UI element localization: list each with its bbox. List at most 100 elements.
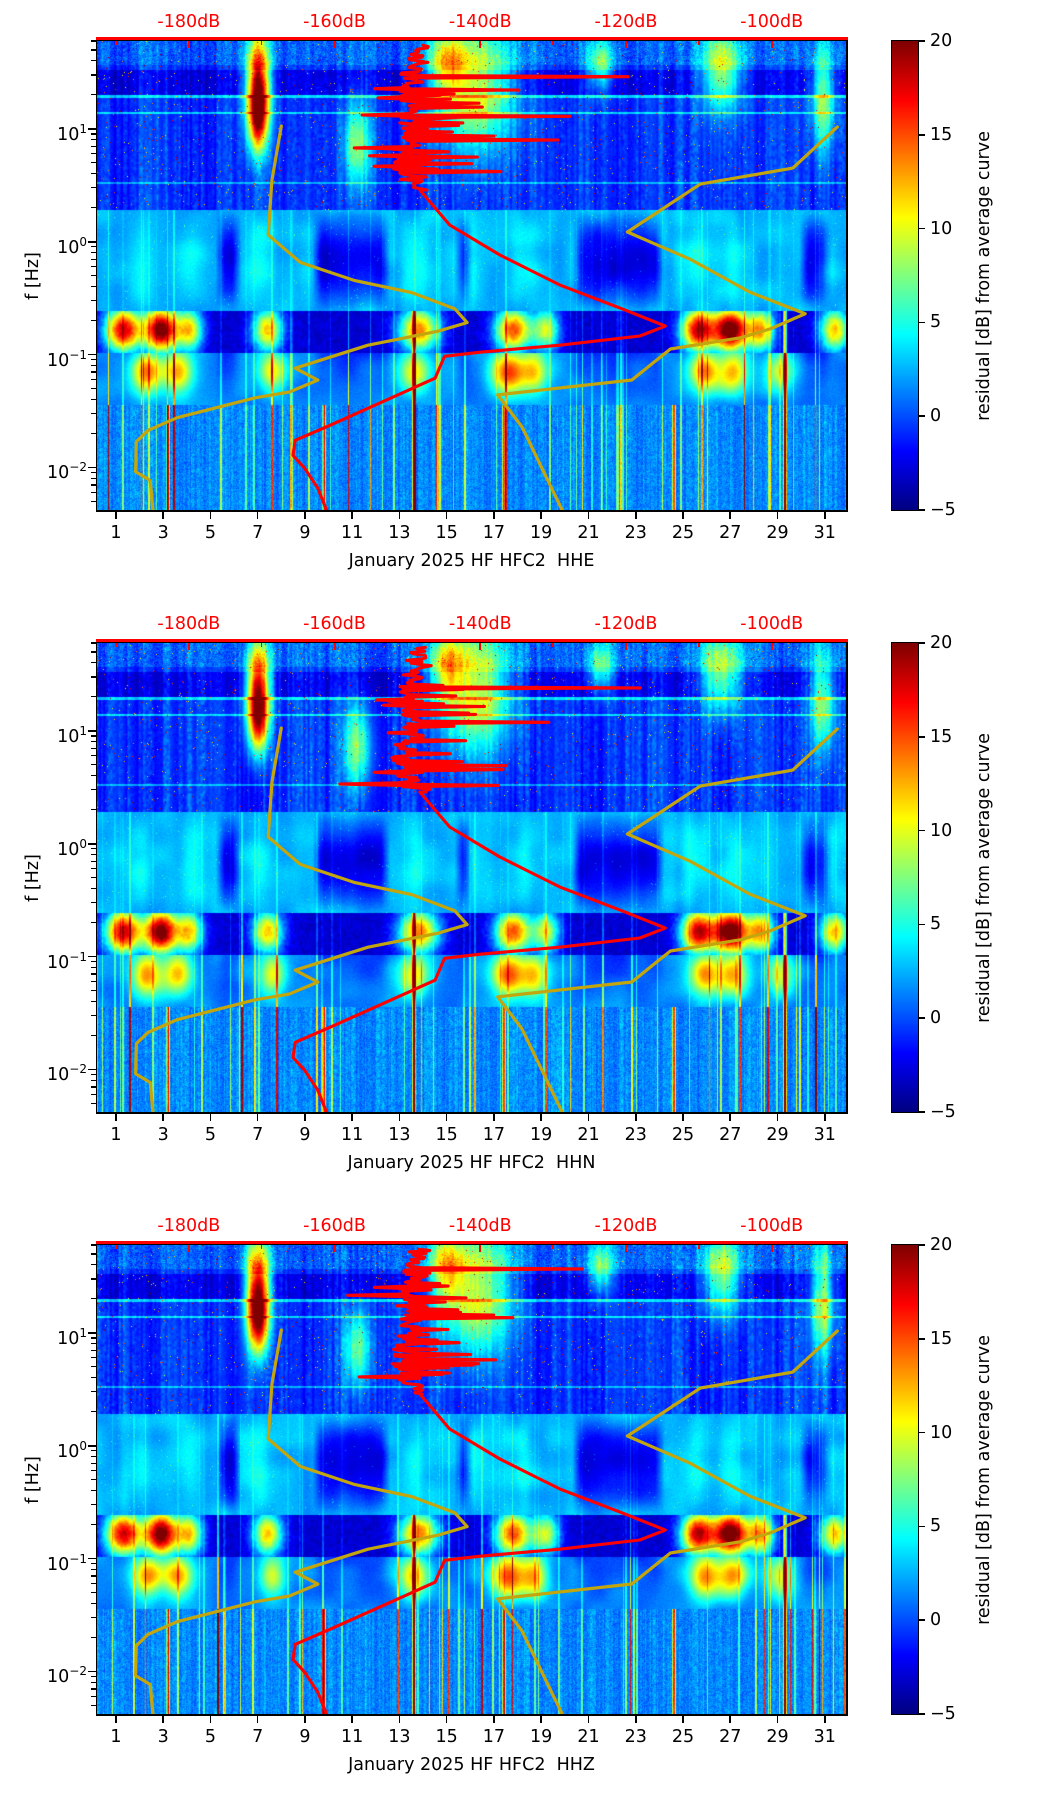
colorbar-tick [918,134,925,136]
top-axis-tick-label: -160dB [303,614,366,634]
y-axis-minor-tick [91,981,96,983]
colorbar-label: residual [dB] from average curve [974,130,994,421]
x-axis-tick [729,1113,732,1121]
top-axis-red-spine [95,36,848,41]
colorbar-tick [918,1619,925,1621]
y-axis-minor-tick [91,1366,96,1368]
x-axis-tick-label: 27 [719,1125,742,1145]
x-axis-tick-label: 31 [813,523,836,543]
y-axis-tick [87,842,96,845]
top-axis-minor-tick [115,41,117,45]
x-axis-tick-label: 11 [341,1125,364,1145]
noise-model-low-curve [134,124,469,510]
y-axis-minor-tick [91,961,96,963]
y-axis-minor-tick [91,809,96,811]
y-axis-minor-tick [91,162,96,164]
colorbar-tick [918,40,925,42]
x-axis-tick-label: 11 [341,1727,364,1747]
y-axis-tick-label: 10−2 [47,1664,87,1688]
x-axis-tick [634,511,637,519]
top-axis-tick [770,1245,773,1252]
x-axis-tick [209,1715,212,1723]
x-axis-tick [540,1113,542,1121]
right-spine [846,1245,848,1714]
y-axis-minor-tick [91,877,96,879]
x-axis-tick [493,511,495,519]
x-axis-tick-label: 15 [435,1727,458,1747]
psd-curves-overlay [134,43,839,510]
x-axis-tick-label: 17 [482,1125,506,1145]
y-axis-minor-tick [91,1074,96,1076]
y-axis-tick-label: 101 [57,1325,87,1349]
left-spine [95,643,97,1112]
top-axis-tick [187,1245,190,1252]
x-axis-tick [398,511,401,519]
colorbar-tick-label: 0 [930,1008,942,1029]
x-axis-tick-label: 17 [482,523,506,543]
y-axis-minor-tick [91,651,96,653]
x-axis-tick [351,1113,353,1121]
x-axis-tick [729,1715,732,1723]
top-axis-tick [770,643,773,650]
x-axis-tick [256,1113,259,1121]
x-axis-tick [776,1113,779,1121]
top-axis-tick [187,643,190,650]
x-axis-tick [823,1113,826,1121]
x-axis-tick-label: 19 [530,1727,553,1747]
y-axis-minor-tick [91,153,96,155]
top-axis-tick-label: -120dB [594,1216,658,1236]
top-axis-tick-label: -100dB [740,614,804,634]
y-axis-minor-tick [91,764,96,766]
y-axis-minor-tick [91,491,96,494]
x-axis-tick-label: 29 [766,1125,789,1145]
y-axis-minor-tick [91,1357,96,1359]
x-axis-tick-label: 19 [530,523,553,543]
colorbar-tick [918,736,925,738]
colorbar-tick-label: 15 [930,726,953,747]
y-axis-minor-tick [91,662,96,664]
x-axis-tick [162,1715,164,1723]
y-axis-minor-tick [91,854,96,856]
x-axis-tick [776,511,779,519]
top-axis-minor-tick [115,1245,117,1249]
y-axis-tick [87,730,96,732]
x-axis-tick-label: 15 [435,523,458,543]
noise-model-high-curve [496,1329,839,1714]
y-axis-minor-tick [91,173,96,175]
top-axis-minor-tick [260,643,263,647]
x-axis-tick [682,511,684,519]
y-axis-minor-tick [91,1411,96,1413]
top-axis-tick [333,41,336,48]
x-axis-tick-label: 13 [388,523,411,543]
x-axis-tick-label: 9 [299,1727,311,1747]
y-axis-minor-tick [91,1015,96,1017]
colorbar [890,39,919,511]
colorbar-tick-label: −5 [930,1102,956,1122]
bottom-spine [95,1714,848,1716]
y-axis-minor-tick [91,286,96,288]
x-axis-tick [540,511,542,519]
x-axis-tick [540,1715,542,1723]
colorbar-label: residual [dB] from average curve [974,1334,994,1625]
y-axis-minor-tick [91,49,96,51]
y-axis-minor-tick [91,40,96,42]
colorbar-gradient [891,642,918,1112]
x-axis-tick-label: 23 [624,523,647,543]
y-axis-minor-tick [91,252,96,254]
x-axis-tick-label: 1 [110,1125,122,1145]
top-axis-red-spine [95,1240,848,1245]
top-axis-tick-label: -180dB [157,12,221,32]
y-axis-minor-tick [91,500,96,503]
colorbar-tick-label: 10 [930,820,953,841]
top-axis-minor-tick [406,643,409,647]
x-axis-tick-label: 5 [204,523,216,543]
y-axis-minor-tick [91,775,96,777]
top-axis-minor-tick [698,41,700,45]
top-spine [95,1244,848,1246]
x-axis-tick [162,511,164,519]
y-axis-minor-tick [91,266,96,268]
y-axis-minor-tick [91,1602,96,1605]
top-axis-minor-tick [552,643,554,647]
y-axis-tick-label: 101 [57,723,87,747]
x-axis-tick [445,1113,448,1121]
